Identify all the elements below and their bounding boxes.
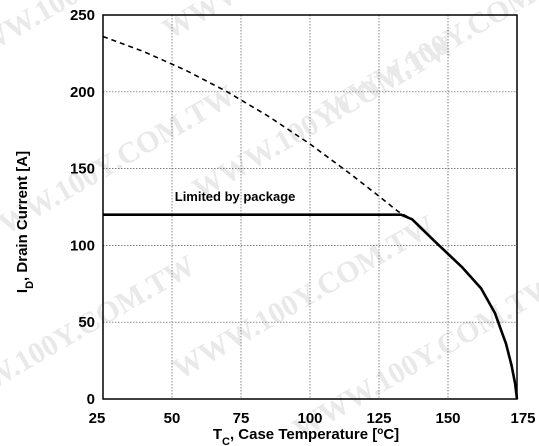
- series-layer: [102, 35, 519, 400]
- y-tick-label: 100: [70, 237, 95, 254]
- y-tick-label: 150: [70, 161, 95, 178]
- y-tick-label: 250: [70, 7, 95, 24]
- x-axis-title-degree: o: [377, 426, 383, 437]
- watermark-text: WWW.100Y.COM.TW: [157, 0, 431, 46]
- x-tick-label: 175: [510, 410, 535, 427]
- grid: [103, 15, 517, 399]
- y-tick-label: 50: [78, 314, 95, 331]
- x-tick-label: 125: [366, 410, 391, 427]
- x-tick-label: 100: [297, 410, 322, 427]
- annotation-limited-by-package: Limited by package: [175, 189, 296, 204]
- y-axis-title: ID, Drain Current [A]: [14, 151, 36, 293]
- x-axis-title-rest: , Case Temperature [: [230, 426, 377, 443]
- series-line-dashed: [102, 35, 413, 220]
- y-axis-title-subscript: D: [24, 281, 36, 289]
- x-tick-label: 150: [435, 410, 460, 427]
- y-tick-label: 200: [70, 84, 95, 101]
- y-axis-title-rest: , Drain Current [A]: [14, 151, 31, 281]
- x-tick-label: 50: [164, 410, 181, 427]
- x-tick-label: 75: [233, 410, 250, 427]
- x-axis-title-subscript: C: [222, 436, 230, 446]
- tick-labels: 0 50 100 150 200 250 25 50 75 100 125 150 175: [70, 7, 536, 427]
- x-tick-label: 25: [89, 410, 106, 427]
- y-tick-label: 0: [87, 391, 95, 408]
- x-axis-title-main: T: [213, 426, 222, 443]
- series-line-solid: [103, 213, 519, 400]
- watermark-text: WWW.100Y.COM.TW: [317, 0, 539, 126]
- x-axis-title: TC, Case Temperature [oC]: [213, 426, 399, 446]
- y-axis-title-main: I: [14, 289, 31, 293]
- x-axis-title-end: C]: [383, 426, 399, 443]
- plot-frame: [102, 14, 518, 400]
